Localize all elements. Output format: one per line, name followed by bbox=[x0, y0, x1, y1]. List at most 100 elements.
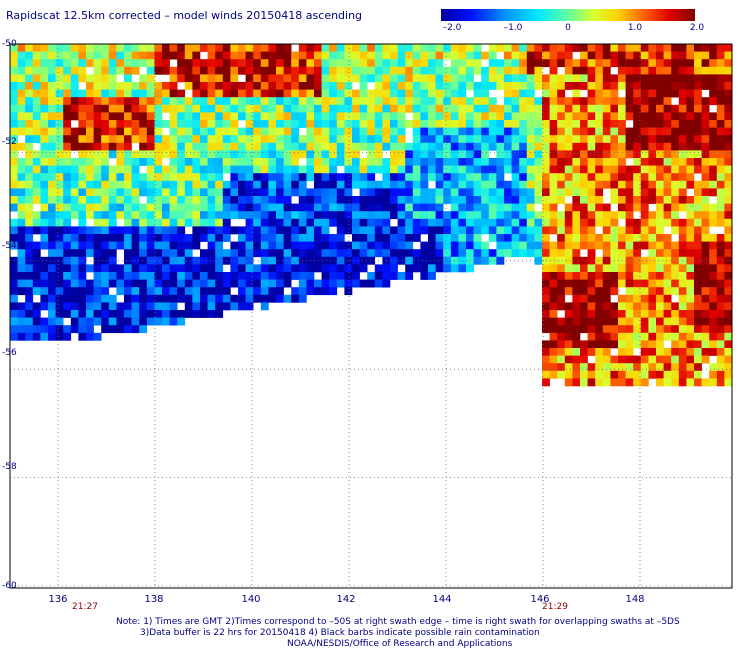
data-cell bbox=[260, 165, 269, 174]
data-cell bbox=[108, 317, 117, 326]
data-cell bbox=[724, 89, 733, 98]
data-cell bbox=[70, 180, 79, 189]
data-cell bbox=[671, 44, 680, 52]
data-cell bbox=[504, 180, 512, 189]
data-cell bbox=[458, 165, 467, 174]
data-cell bbox=[359, 89, 368, 98]
data-cell bbox=[428, 249, 436, 258]
data-cell bbox=[716, 51, 725, 60]
data-cell bbox=[260, 127, 269, 136]
data-cell bbox=[131, 249, 140, 258]
data-cell bbox=[101, 120, 110, 128]
data-cell bbox=[648, 325, 657, 334]
data-cell bbox=[314, 188, 322, 197]
data-cell bbox=[610, 196, 619, 204]
data-cell bbox=[177, 211, 186, 220]
data-cell bbox=[671, 59, 680, 68]
data-cell bbox=[124, 44, 132, 52]
data-cell bbox=[405, 82, 414, 90]
data-cell bbox=[222, 66, 231, 75]
data-cell bbox=[222, 203, 231, 212]
data-cell bbox=[245, 74, 254, 83]
data-cell bbox=[648, 226, 657, 235]
data-cell bbox=[344, 104, 353, 113]
data-cell bbox=[359, 203, 368, 212]
data-cell bbox=[344, 112, 353, 121]
data-cell bbox=[526, 59, 535, 68]
data-cell bbox=[587, 234, 596, 242]
data-cell bbox=[580, 211, 588, 220]
data-cell bbox=[215, 104, 224, 113]
data-cell bbox=[298, 142, 307, 151]
data-cell bbox=[63, 165, 72, 174]
data-cell bbox=[678, 112, 687, 121]
data-cell bbox=[671, 241, 680, 250]
data-cell bbox=[648, 279, 657, 288]
data-cell bbox=[405, 104, 414, 113]
data-cell bbox=[63, 173, 72, 182]
data-cell bbox=[595, 158, 604, 166]
data-cell bbox=[412, 66, 421, 75]
data-cell bbox=[154, 112, 163, 121]
data-cell bbox=[678, 355, 687, 364]
data-cell bbox=[587, 348, 596, 356]
data-cell bbox=[215, 97, 224, 106]
data-cell bbox=[146, 112, 155, 121]
data-cell bbox=[526, 150, 535, 159]
data-cell bbox=[17, 226, 26, 235]
data-cell bbox=[572, 59, 581, 68]
data-cell bbox=[162, 120, 170, 128]
data-cell bbox=[70, 226, 79, 235]
data-cell bbox=[162, 188, 170, 197]
data-cell bbox=[374, 203, 383, 212]
data-cell bbox=[63, 226, 72, 235]
data-cell bbox=[549, 127, 558, 136]
data-cell bbox=[162, 44, 170, 52]
data-cell bbox=[602, 82, 611, 90]
data-cell bbox=[268, 82, 277, 90]
data-cell bbox=[314, 234, 322, 242]
data-cell bbox=[108, 74, 117, 83]
data-cell bbox=[709, 142, 718, 151]
data-cell bbox=[321, 82, 330, 90]
data-cell bbox=[610, 150, 619, 159]
data-cell bbox=[587, 241, 596, 250]
data-cell bbox=[610, 165, 619, 174]
data-cell bbox=[298, 59, 307, 68]
data-cell bbox=[17, 180, 26, 189]
data-cell bbox=[648, 51, 657, 60]
data-cell bbox=[435, 173, 444, 182]
data-cell bbox=[93, 127, 102, 136]
data-cell bbox=[686, 264, 695, 273]
data-cell bbox=[116, 226, 125, 235]
data-cell bbox=[481, 112, 490, 121]
data-cell bbox=[344, 264, 353, 273]
data-cell bbox=[108, 112, 117, 121]
data-cell bbox=[184, 173, 193, 182]
data-cell bbox=[701, 51, 710, 60]
data-cell bbox=[618, 104, 626, 113]
data-cell bbox=[184, 211, 193, 220]
data-cell bbox=[435, 51, 444, 60]
data-cell bbox=[10, 196, 18, 204]
data-cell bbox=[276, 264, 284, 273]
data-cell bbox=[443, 158, 452, 166]
data-cell bbox=[17, 173, 26, 182]
data-cell bbox=[458, 51, 467, 60]
data-cell bbox=[177, 66, 186, 75]
data-cell bbox=[139, 158, 148, 166]
data-cell bbox=[450, 158, 459, 166]
data-cell bbox=[245, 188, 254, 197]
data-cell bbox=[222, 196, 231, 204]
data-cell bbox=[557, 355, 566, 364]
data-cell bbox=[466, 97, 474, 106]
data-cell bbox=[268, 158, 277, 166]
data-cell bbox=[359, 196, 368, 204]
data-cell bbox=[169, 66, 178, 75]
data-cell bbox=[678, 332, 687, 341]
data-cell bbox=[496, 82, 505, 90]
data-cell bbox=[32, 211, 41, 220]
data-cell bbox=[17, 279, 26, 288]
data-cell bbox=[390, 44, 398, 52]
data-cell bbox=[329, 104, 338, 113]
